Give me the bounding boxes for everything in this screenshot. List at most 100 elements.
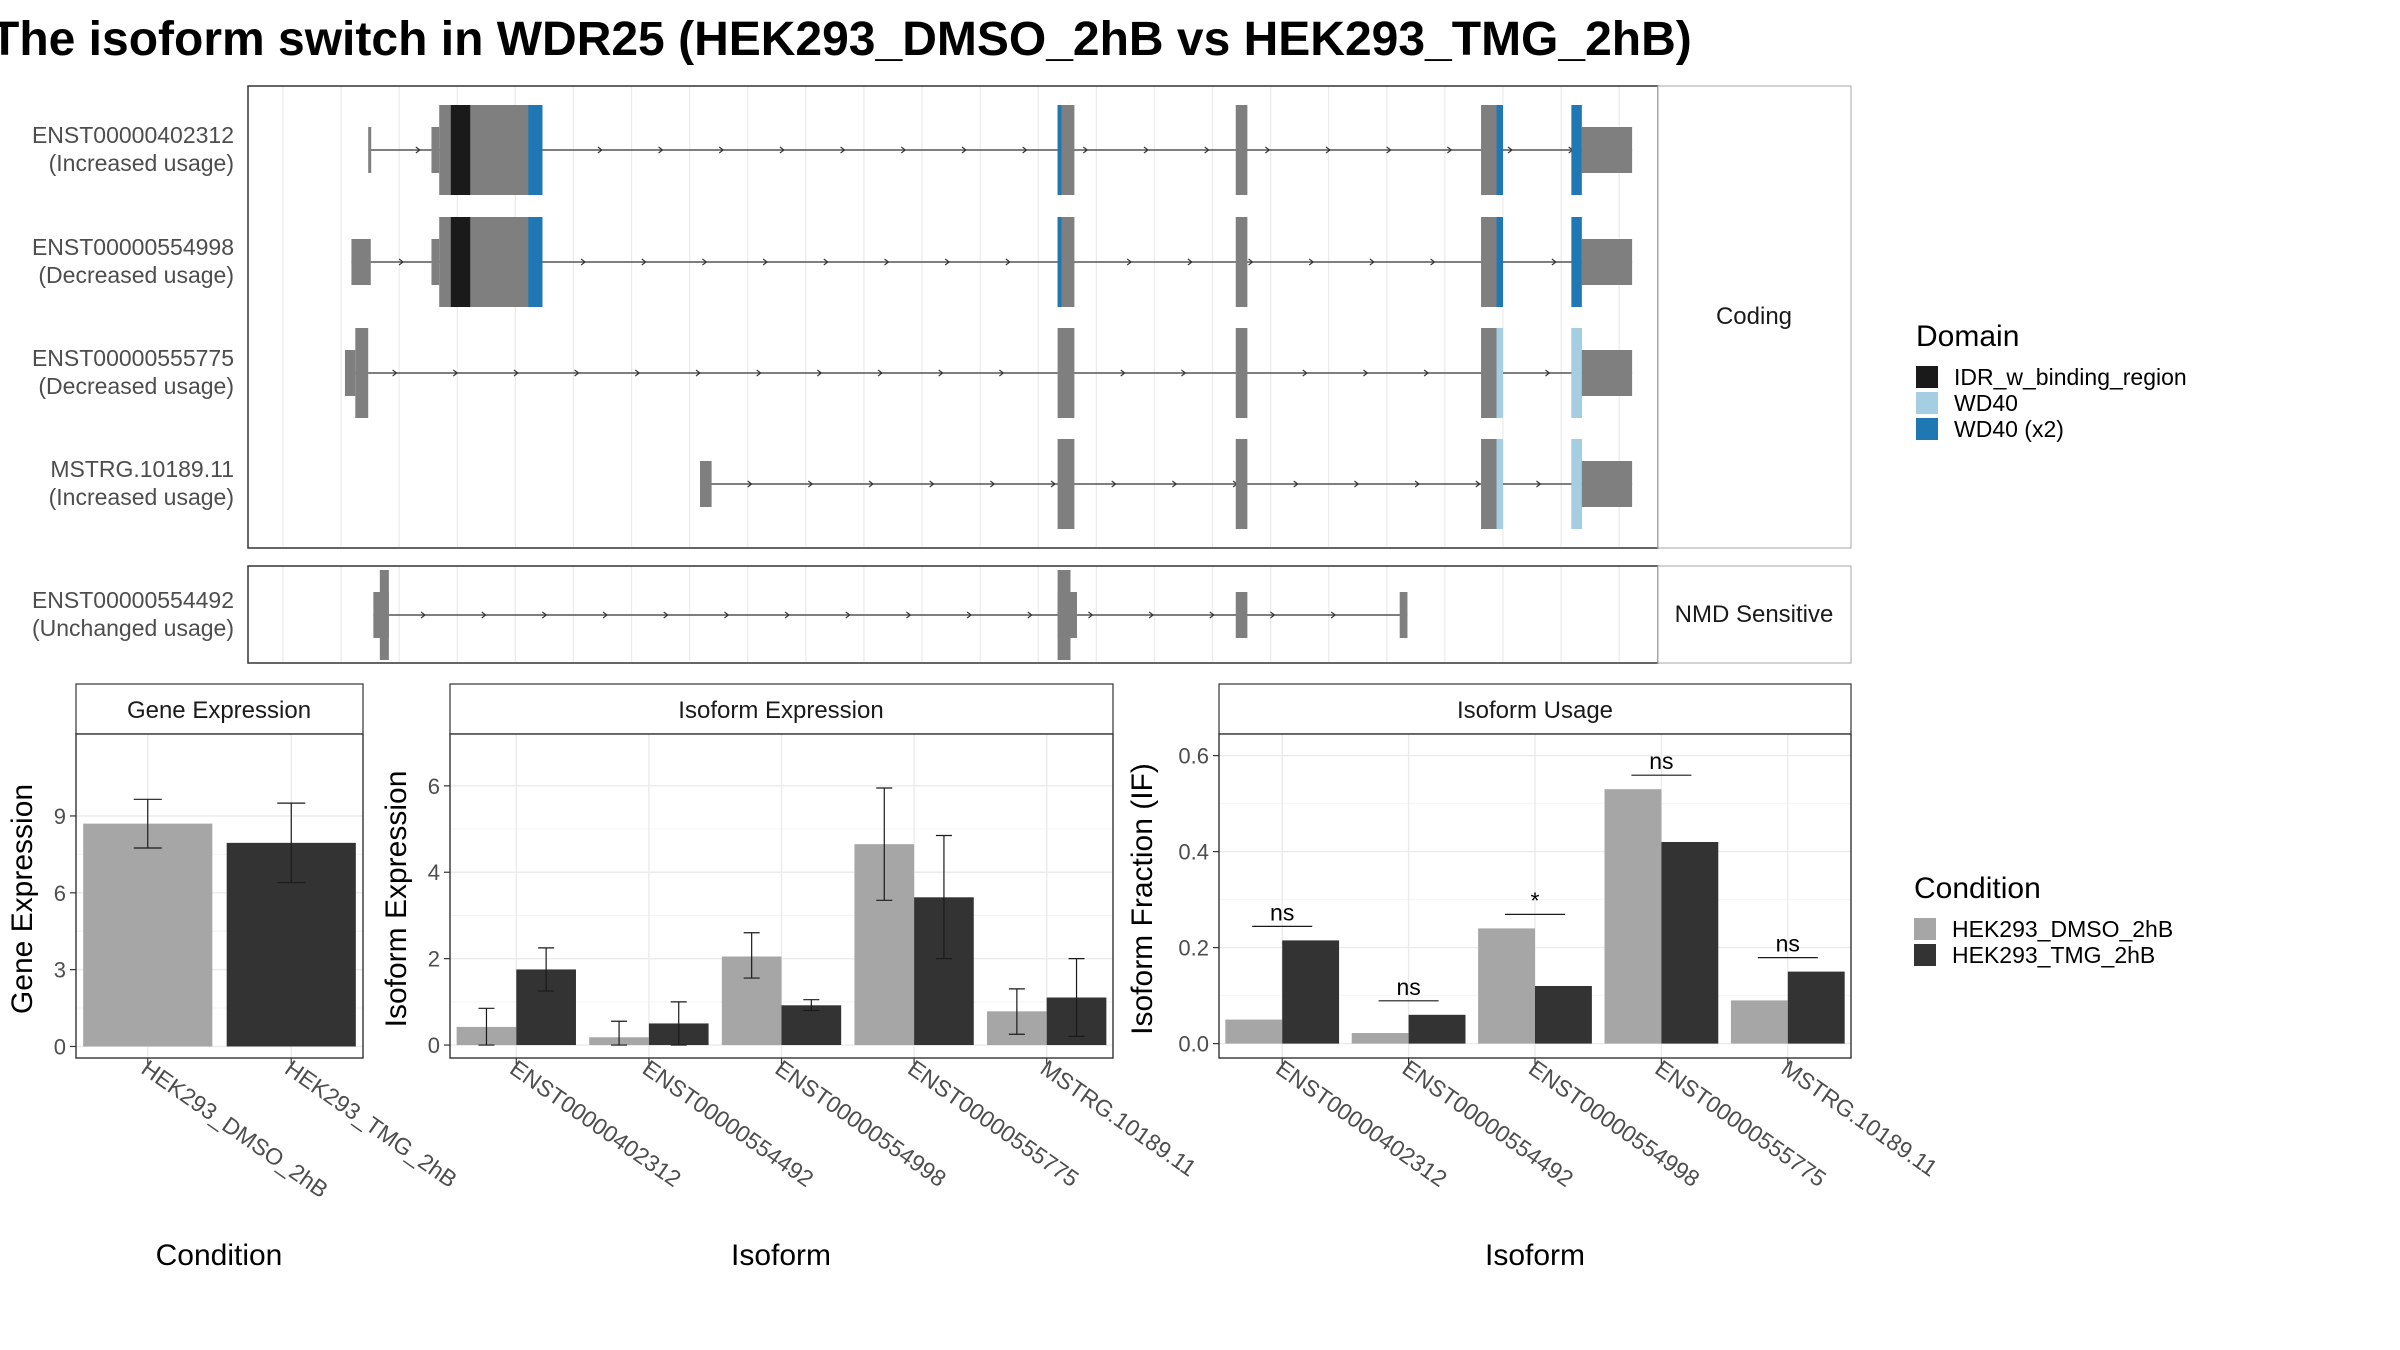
intron-arrow bbox=[1325, 146, 1331, 154]
legend-key bbox=[1916, 418, 1938, 440]
intron-arrow bbox=[513, 369, 519, 377]
intron-arrow bbox=[1120, 369, 1126, 377]
utr-exon bbox=[1581, 350, 1633, 396]
cds-exon bbox=[1057, 217, 1075, 307]
domain-region bbox=[1496, 105, 1503, 195]
legend-condition-title: Condition bbox=[1914, 872, 2041, 905]
domain-region bbox=[1496, 217, 1503, 307]
isoform-label-usage: (Decreased usage) bbox=[38, 262, 234, 288]
isoform-label-id: MSTRG.10189.11 bbox=[50, 456, 234, 482]
intron-arrow bbox=[1172, 480, 1178, 488]
structure-panel-coding: Coding bbox=[247, 85, 1852, 549]
utr-exon bbox=[431, 239, 440, 285]
intron-arrow bbox=[877, 369, 883, 377]
intron-arrow bbox=[906, 611, 912, 619]
bar bbox=[1535, 986, 1592, 1044]
intron-arrow bbox=[929, 480, 935, 488]
cds-exon bbox=[1235, 328, 1248, 418]
domain-region bbox=[1571, 105, 1582, 195]
legend-key bbox=[1916, 366, 1938, 388]
structure-panel-nmd: NMD Sensitive bbox=[247, 565, 1852, 664]
intron-arrow bbox=[602, 611, 608, 619]
chart-plot: 0246ENST00000402312ENST00000554492ENST00… bbox=[428, 733, 1201, 1192]
intron-arrow bbox=[845, 611, 851, 619]
intron-arrow bbox=[966, 611, 973, 619]
intron-arrow bbox=[1354, 480, 1360, 488]
intron-arrow bbox=[1293, 480, 1299, 488]
cds-exon bbox=[1057, 328, 1075, 418]
domain-region bbox=[528, 105, 543, 195]
legend-label: WD40 bbox=[1954, 390, 2018, 416]
isoform-label-usage: (Unchanged usage) bbox=[32, 615, 234, 641]
intron-arrow bbox=[1050, 480, 1056, 488]
intron-arrow bbox=[1363, 369, 1369, 377]
cds-exon bbox=[1235, 105, 1248, 195]
intron-arrow bbox=[884, 258, 890, 266]
significance-label: ns bbox=[1396, 974, 1420, 1000]
bar bbox=[1787, 971, 1845, 1044]
intron-arrow bbox=[1308, 258, 1315, 266]
isoform-label-id: ENST00000554492 bbox=[32, 587, 234, 613]
y-tick-label: 0 bbox=[54, 1034, 66, 1059]
legend-key bbox=[1914, 918, 1936, 940]
y-tick-label: 6 bbox=[54, 881, 66, 906]
intron-arrow bbox=[1369, 258, 1375, 266]
intron-arrow bbox=[452, 369, 459, 377]
intron-arrow bbox=[1181, 369, 1187, 377]
intron-arrow bbox=[944, 258, 951, 266]
chart-gene-expression: Gene Expression 0369HEK293_DMSO_2hBHEK29… bbox=[6, 683, 462, 1272]
intron-arrow bbox=[1475, 480, 1481, 488]
intron-arrow bbox=[392, 369, 398, 377]
intron-arrow bbox=[1027, 611, 1033, 619]
domain-region bbox=[450, 217, 471, 307]
isoform-label-usage: (Increased usage) bbox=[49, 484, 234, 510]
intron-arrow bbox=[1386, 146, 1392, 154]
facet-label-coding: Coding bbox=[1716, 303, 1792, 330]
y-tick-label: 0.6 bbox=[1178, 744, 1209, 769]
isoform-label-id: ENST00000402312 bbox=[32, 122, 234, 148]
intron-arrow bbox=[1143, 146, 1149, 154]
intron-arrow bbox=[481, 611, 487, 619]
cds-exon bbox=[1235, 439, 1248, 529]
intron-arrow bbox=[1423, 369, 1430, 377]
y-tick-label: 0.2 bbox=[1178, 936, 1209, 961]
intron-arrow bbox=[1551, 258, 1557, 266]
intron-arrow bbox=[641, 258, 647, 266]
intron-arrow bbox=[702, 258, 708, 266]
cds-exon bbox=[1235, 217, 1248, 307]
x-axis-label: Isoform bbox=[1485, 1239, 1585, 1272]
intron-arrow bbox=[961, 146, 967, 154]
chart-title: Isoform Expression bbox=[678, 697, 883, 724]
utr-exon bbox=[351, 239, 371, 285]
domain-region bbox=[1571, 217, 1582, 307]
bar bbox=[1604, 789, 1662, 1044]
bar bbox=[1408, 1014, 1466, 1044]
intron-arrow bbox=[762, 258, 769, 266]
plot-border bbox=[449, 733, 1114, 1059]
intron-arrow bbox=[1507, 146, 1513, 154]
legend-label: HEK293_DMSO_2hB bbox=[1952, 916, 2173, 942]
bar bbox=[1282, 940, 1340, 1044]
intron-arrow bbox=[597, 146, 603, 154]
intron-arrow bbox=[1248, 258, 1254, 266]
y-tick-label: 3 bbox=[54, 958, 66, 983]
domain-region bbox=[1571, 439, 1582, 529]
intron-arrow bbox=[542, 611, 548, 619]
chart-isoform-expression: Isoform Expression 0246ENST00000402312EN… bbox=[380, 683, 1201, 1272]
y-axis-label: Gene Expression bbox=[6, 784, 39, 1014]
isoform-tracks-coding bbox=[344, 105, 1633, 529]
intron-arrow bbox=[1005, 258, 1011, 266]
legend-domain-title: Domain bbox=[1916, 320, 2019, 353]
intron-arrow bbox=[747, 480, 753, 488]
intron-arrow bbox=[756, 369, 762, 377]
utr-exon bbox=[1235, 592, 1248, 638]
domain-region bbox=[1496, 439, 1503, 529]
intron-arrow bbox=[1430, 258, 1436, 266]
chart-title: Gene Expression bbox=[127, 697, 311, 724]
intron-arrow bbox=[1082, 146, 1089, 154]
y-axis-label: Isoform Expression bbox=[380, 771, 413, 1028]
intron-arrow bbox=[1264, 146, 1271, 154]
intron-arrow bbox=[823, 258, 829, 266]
